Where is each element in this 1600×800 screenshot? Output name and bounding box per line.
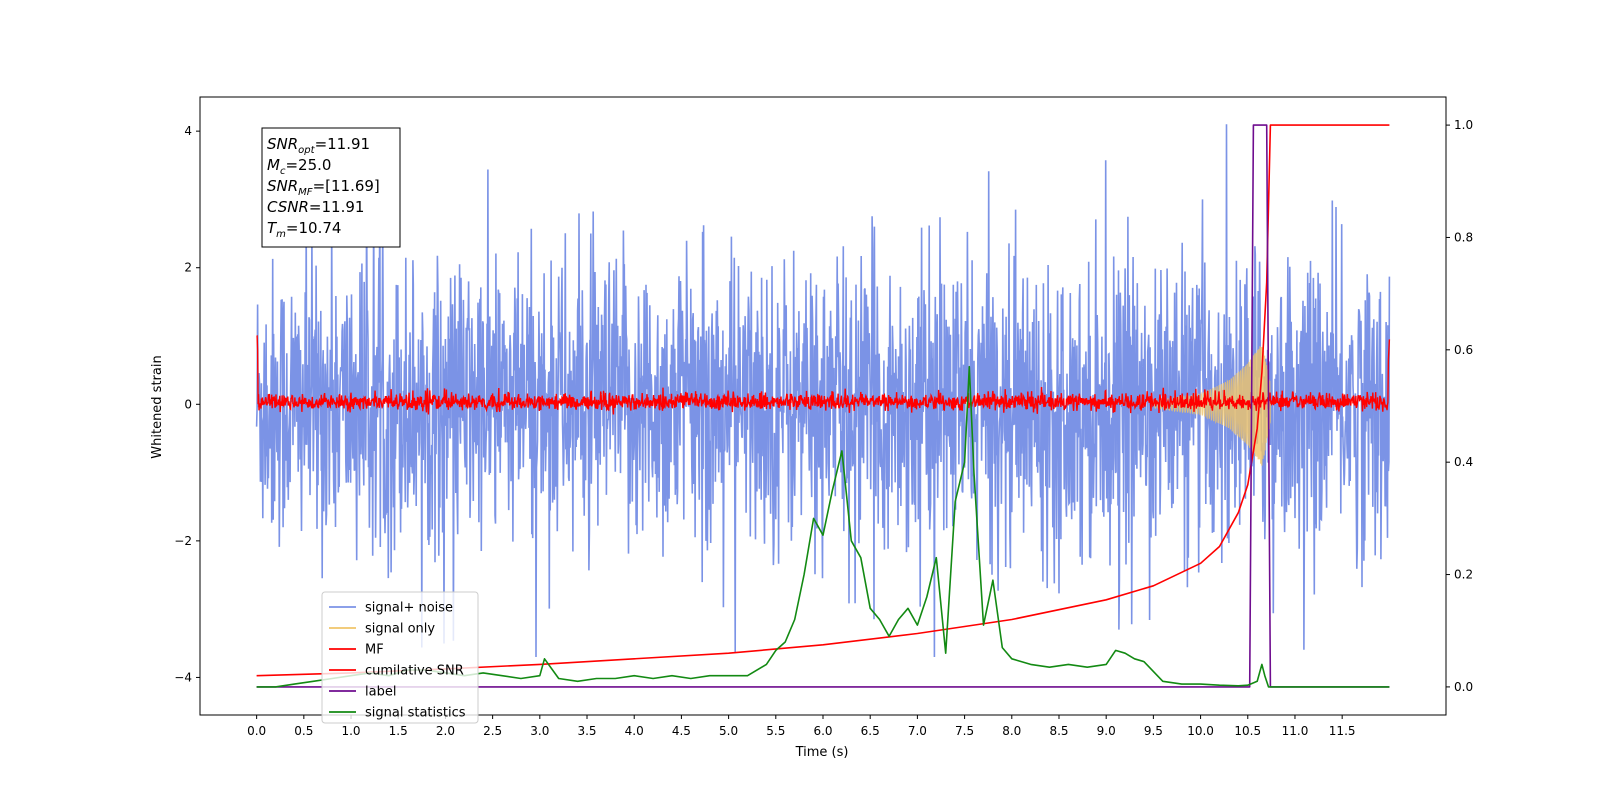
x-tick-label: 7.5 — [955, 724, 974, 738]
y2-tick-label: 1.0 — [1454, 118, 1473, 132]
x-tick-label: 6.0 — [813, 724, 832, 738]
legend-label: signal statistics — [365, 706, 466, 721]
legend-label: MF — [365, 643, 384, 658]
y2-tick-label: 0.0 — [1454, 680, 1473, 694]
y-tick-label: −4 — [174, 670, 192, 684]
y-tick-label: 2 — [184, 261, 192, 275]
x-tick-label: 8.0 — [1002, 724, 1021, 738]
annotation-line: SNRMF=[11.69] — [267, 177, 380, 198]
x-tick-label: 8.5 — [1049, 724, 1068, 738]
annotation-frame — [261, 127, 401, 248]
x-tick-label: 0.5 — [294, 724, 313, 738]
x-tick-label: 2.0 — [436, 724, 455, 738]
legend-label: cumilative SNR — [365, 664, 464, 679]
y2-tick-label: 0.2 — [1454, 568, 1473, 582]
x-tick-label: 5.5 — [766, 724, 785, 738]
legend-label: signal+ noise — [365, 601, 453, 616]
x-tick-label: 9.0 — [1097, 724, 1116, 738]
x-axis-ticks: 0.0 0.5 1.0 1.5 2.0 2.5 3.0 3.5 4.0 4.5 5.0 5.5 6.0 6… — [247, 715, 1356, 738]
stats-annotation-box: SNRopt=11.91Mc=25.0SNRMF=[11.69]CSNR=11.… — [261, 127, 401, 248]
y-tick-label: 0 — [184, 397, 192, 411]
y-axis-ticks: −4 −2 0 2 4 — [174, 124, 200, 684]
annotation-line: SNRopt=11.91 — [267, 135, 370, 156]
mf-line — [256, 335, 1391, 415]
legend-frame — [321, 591, 479, 724]
x-tick-label: 11.5 — [1329, 724, 1356, 738]
y2-tick-label: 0.4 — [1454, 455, 1473, 469]
annotation-line: CSNR=11.91 — [267, 198, 364, 216]
x-tick-label: 3.0 — [530, 724, 549, 738]
cumilative-snr-line — [256, 124, 1390, 677]
signal-statistics-line — [256, 365, 1390, 688]
annotation-line: Mc=25.0 — [267, 156, 331, 177]
right-axis-series — [256, 124, 1390, 688]
x-tick-label: 3.5 — [577, 724, 596, 738]
annotation-line: Tm=10.74 — [267, 219, 341, 240]
legend: signal+ noise signal only MF cumilative SNR… — [321, 591, 479, 724]
x-tick-label: 10.5 — [1234, 724, 1261, 738]
y2-axis-ticks: 0.0 0.2 0.4 0.6 0.8 1.0 — [1446, 118, 1473, 694]
x-tick-label: 6.5 — [861, 724, 880, 738]
y-tick-label: −2 — [174, 534, 192, 548]
signal-noise-line — [255, 124, 1391, 658]
x-axis-label: Time (s) — [795, 745, 849, 760]
x-tick-label: 4.5 — [672, 724, 691, 738]
x-tick-label: 0.0 — [247, 724, 266, 738]
legend-label: label — [365, 685, 396, 700]
x-tick-label: 9.5 — [1144, 724, 1163, 738]
x-tick-label: 10.0 — [1187, 724, 1214, 738]
y2-tick-label: 0.6 — [1454, 343, 1473, 357]
x-tick-label: 7.0 — [908, 724, 927, 738]
y-axis-label: Whitened strain — [150, 355, 165, 458]
y2-tick-label: 0.8 — [1454, 230, 1473, 244]
x-tick-label: 2.5 — [483, 724, 502, 738]
x-tick-label: 11.0 — [1282, 724, 1309, 738]
mf-series — [256, 335, 1391, 415]
x-tick-label: 1.5 — [389, 724, 408, 738]
y-tick-label: 4 — [184, 124, 192, 138]
x-tick-label: 5.0 — [719, 724, 738, 738]
legend-label: signal only — [365, 622, 435, 637]
x-tick-label: 4.0 — [625, 724, 644, 738]
signal-noise-series — [255, 124, 1391, 658]
x-tick-label: 1.0 — [341, 724, 360, 738]
